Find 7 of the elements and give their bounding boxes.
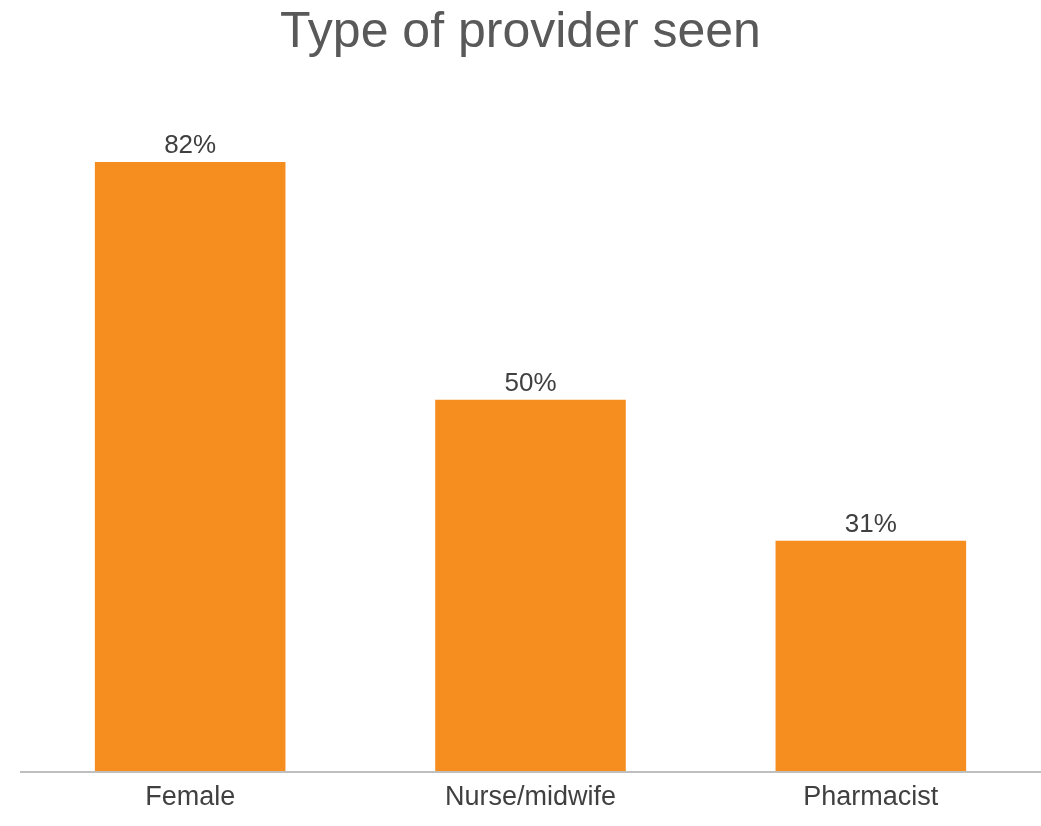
x-tick-label: Pharmacist bbox=[803, 781, 939, 812]
data-label: 31% bbox=[844, 507, 897, 538]
x-tick-label: Female bbox=[145, 781, 236, 812]
chart-title: Type of provider seen bbox=[280, 2, 761, 59]
data-label: 50% bbox=[504, 366, 557, 397]
data-label: 82% bbox=[164, 129, 217, 160]
x-tick-label: Nurse/midwife bbox=[444, 781, 617, 812]
